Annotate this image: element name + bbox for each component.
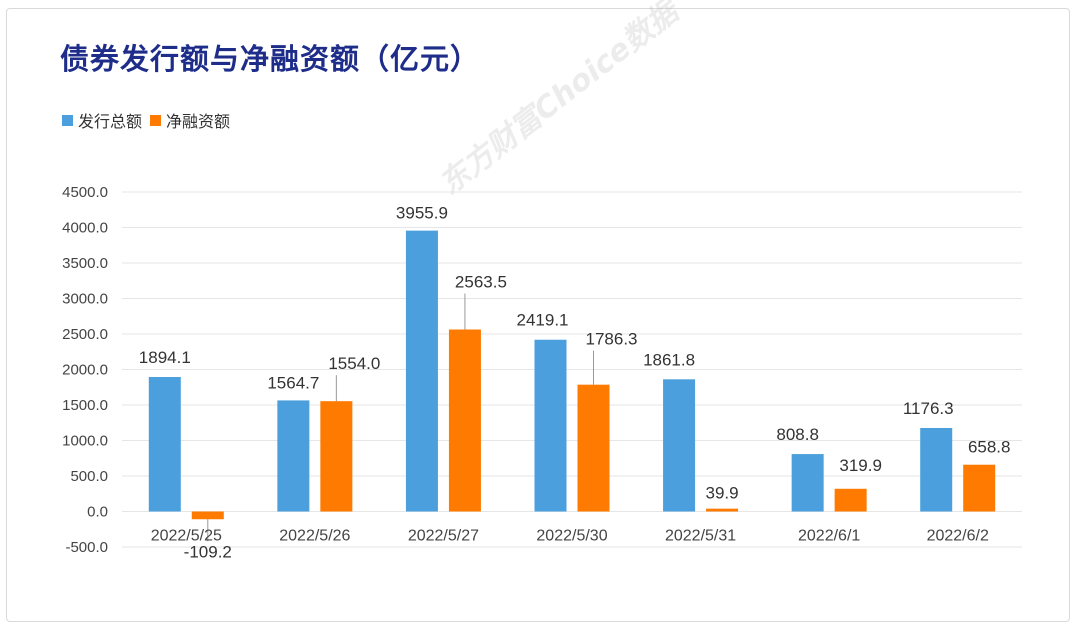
legend-item-net[interactable]: 净融资额 bbox=[150, 108, 230, 132]
x-category-label: 2022/6/1 bbox=[798, 528, 860, 545]
bar-issuance bbox=[920, 427, 953, 512]
bar-net bbox=[963, 464, 996, 512]
y-tick-label: 1500.0 bbox=[62, 397, 108, 414]
x-category-label: 2022/5/26 bbox=[279, 528, 350, 545]
bar-issuance bbox=[277, 400, 310, 512]
data-label-issuance: 2419.1 bbox=[517, 311, 569, 330]
y-tick-label: -500.0 bbox=[65, 539, 108, 556]
data-label-issuance: 1894.1 bbox=[139, 348, 191, 367]
y-tick-label: 4000.0 bbox=[62, 220, 108, 237]
data-label-net: 1554.0 bbox=[328, 354, 380, 373]
legend-item-issuance[interactable]: 发行总额 bbox=[62, 108, 142, 132]
bar-net bbox=[448, 329, 481, 512]
data-label-net: 319.9 bbox=[839, 456, 882, 475]
bar-net bbox=[706, 508, 739, 512]
y-tick-label: 3500.0 bbox=[62, 255, 108, 272]
data-label-net: 658.8 bbox=[968, 438, 1011, 457]
data-label-issuance: 808.8 bbox=[776, 425, 819, 444]
chart-legend: 发行总额 净融资额 bbox=[62, 108, 238, 132]
y-tick-label: 500.0 bbox=[70, 468, 108, 485]
x-category-label: 2022/6/2 bbox=[927, 528, 989, 545]
legend-swatch-issuance bbox=[62, 114, 73, 126]
x-category-label: 2022/5/30 bbox=[536, 528, 607, 545]
bar-net bbox=[191, 511, 224, 520]
data-label-net: 39.9 bbox=[706, 484, 739, 503]
x-category-label: 2022/5/25 bbox=[151, 528, 222, 545]
chart-title: 债券发行额与净融资额（亿元） bbox=[60, 42, 481, 76]
legend-label-net: 净融资额 bbox=[166, 112, 231, 131]
y-tick-label: 2500.0 bbox=[62, 326, 108, 343]
data-label-net: 2563.5 bbox=[455, 272, 507, 291]
data-label-net: 1786.3 bbox=[586, 330, 638, 349]
bar-net bbox=[834, 488, 867, 512]
x-category-label: 2022/5/31 bbox=[665, 528, 736, 545]
x-category-label: 2022/5/27 bbox=[408, 528, 479, 545]
y-tick-label: 1000.0 bbox=[62, 433, 108, 450]
chart-card bbox=[6, 8, 1070, 622]
bar-issuance bbox=[148, 377, 181, 512]
bar-issuance bbox=[663, 379, 696, 512]
bar-net bbox=[320, 401, 353, 512]
data-label-net: -109.2 bbox=[184, 542, 232, 561]
bar-net bbox=[577, 384, 610, 512]
y-tick-label: 4500.0 bbox=[62, 184, 108, 201]
bar-issuance bbox=[405, 230, 438, 512]
data-label-issuance: 1861.8 bbox=[643, 350, 695, 369]
data-label-issuance: 1564.7 bbox=[267, 373, 319, 392]
data-label-issuance: 1176.3 bbox=[903, 399, 954, 418]
legend-label-issuance: 发行总额 bbox=[78, 112, 143, 131]
data-label-issuance: 3955.9 bbox=[396, 204, 448, 223]
y-tick-label: 3000.0 bbox=[62, 291, 108, 308]
y-tick-label: 2000.0 bbox=[62, 362, 108, 379]
legend-swatch-net bbox=[150, 114, 162, 126]
bar-issuance bbox=[534, 339, 567, 512]
y-tick-label: 0.0 bbox=[87, 504, 108, 521]
bar-issuance bbox=[791, 454, 824, 512]
